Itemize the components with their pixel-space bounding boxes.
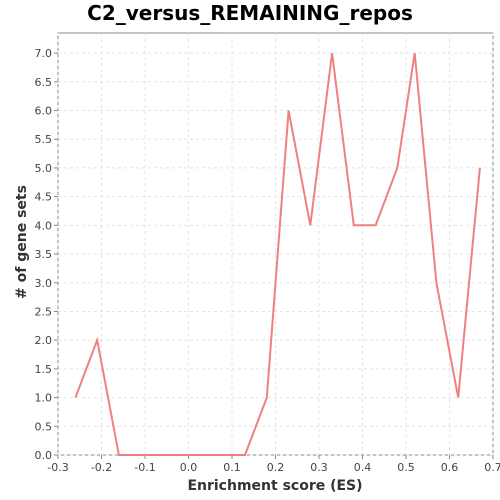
x-tick-label: 0.3 xyxy=(310,461,328,474)
y-tick-label: 2.5 xyxy=(35,305,53,318)
x-tick-label: 0.2 xyxy=(267,461,285,474)
series xyxy=(74,52,481,456)
axis-ticks: -0.3 -0.2 -0.1 0.0 0.1 0.2 0.3 0.4 0.5 0.6 0.7 0.0 0… xyxy=(35,47,500,474)
x-axis-label: Enrichment score (ES) xyxy=(187,478,362,494)
y-tick-label: 1.0 xyxy=(35,392,53,405)
y-tick-label: 6.0 xyxy=(35,105,53,118)
x-tick-label: 0.1 xyxy=(223,461,241,474)
y-tick-label: 0.5 xyxy=(35,420,53,433)
x-tick-label: 0.6 xyxy=(441,461,459,474)
x-tick-label: -0.3 xyxy=(47,461,68,474)
y-tick-label: 5.0 xyxy=(35,162,53,175)
grid xyxy=(57,33,494,456)
y-tick-label: 7.0 xyxy=(35,47,53,60)
y-tick-label: 4.0 xyxy=(35,219,53,232)
y-tick-label: 1.5 xyxy=(35,363,53,376)
chart-title: C2_versus_REMAINING_repos xyxy=(87,1,413,25)
y-axis-label: # of gene sets xyxy=(14,185,30,299)
y-tick-label: 5.5 xyxy=(35,133,53,146)
y-tick-label: 3.0 xyxy=(35,277,53,290)
y-tick-label: 3.5 xyxy=(35,248,53,261)
x-tick-label: -0.2 xyxy=(91,461,112,474)
x-tick-label: 0.0 xyxy=(180,461,198,474)
y-tick-label: 0.0 xyxy=(35,449,53,462)
y-tick-label: 4.5 xyxy=(35,191,53,204)
x-tick-label: 0.4 xyxy=(354,461,372,474)
y-tick-label: 6.5 xyxy=(35,76,53,89)
y-tick-label: 2.0 xyxy=(35,334,53,347)
series-line xyxy=(74,52,481,456)
x-tick-label: -0.1 xyxy=(134,461,155,474)
x-tick-label: 0.7 xyxy=(484,461,500,474)
x-tick-label: 0.5 xyxy=(397,461,415,474)
